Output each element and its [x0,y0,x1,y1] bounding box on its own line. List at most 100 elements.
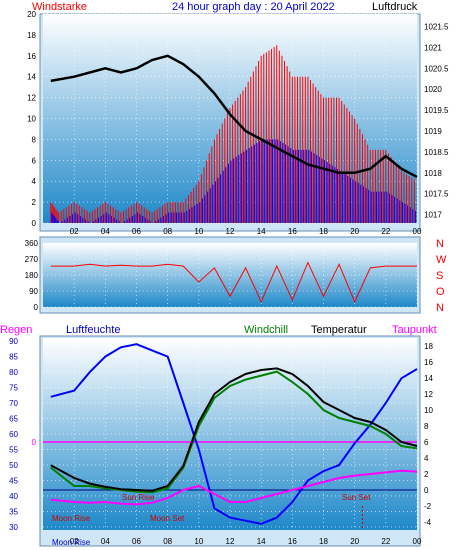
humidity-tick-label: 85 [9,353,18,362]
x-tick-label: 10 [194,537,203,546]
x-tick-label: 16 [288,537,297,546]
humidity-line [50,343,418,525]
moon-set-annotation: Moon Set [150,514,185,523]
humidity-tick-label: 45 [9,476,18,485]
temperature-tick-label: 2 [424,470,429,479]
x-tick-label: 02 [70,537,79,546]
x-tick-label: 18 [319,537,328,546]
humidity-tick-label: 70 [9,399,18,408]
windchill-legend: Windchill [244,324,288,336]
direction-tick-label: 180 [25,271,39,280]
x-tick-label: 18 [319,227,328,236]
sun-set-annotation: Sun Set [342,493,371,502]
y-right-tick-label: 1021.5 [424,23,449,32]
y-right-tick-label: 1018 [424,169,442,178]
sun-rise-annotation: Sun Rise [122,493,155,502]
y-left-tick-label: 10 [27,115,36,124]
direction-tick-label: 360 [25,239,39,248]
x-tick-label: 08 [163,227,172,236]
x-tick-label: 04 [101,227,110,236]
temperature-line [50,367,418,492]
y-left-tick-label: 0 [32,219,37,228]
x-tick-label: 14 [257,227,266,236]
temperature-tick-label: 18 [424,342,433,351]
y-right-tick-label: 1021 [424,43,442,52]
y-right-tick-label: 1018.5 [424,148,449,157]
y-left-tick-label: 16 [27,52,36,61]
dewpoint-line [50,469,418,506]
rain-legend: Regen [0,324,32,336]
y-left-tick-label: 12 [27,94,36,103]
direction-tick-label: 0 [34,303,39,312]
compass-label: N [436,302,444,314]
temperature-tick-label: -2 [424,502,432,511]
x-tick-label: 00 [413,227,422,236]
x-tick-label: 10 [194,227,203,236]
page-title: 24 hour graph day : 20 April 2022 [172,1,335,13]
x-tick-label: 20 [350,227,359,236]
humidity-tick-label: 60 [9,430,18,439]
dewpoint-legend: Taupunkt [392,324,437,336]
y-left-tick-label: 6 [32,156,37,165]
y-left-tick-label: 20 [27,10,36,19]
compass-label: S [436,270,443,282]
temperature-tick-label: 6 [424,438,429,447]
pressure-line [50,54,418,179]
humidity-tick-label: 30 [9,523,18,532]
x-tick-label: 02 [70,227,79,236]
temperature-tick-label: 16 [424,358,433,367]
x-tick-label: 20 [350,537,359,546]
temperature-tick-label: 12 [424,390,433,399]
direction-tick-label: 90 [29,287,38,296]
y-right-tick-label: 1019.5 [424,106,449,115]
humidity-tick-label: 40 [9,492,18,501]
x-tick-label: 06 [132,227,141,236]
x-tick-label: 12 [226,537,235,546]
y-right-tick-label: 1017.5 [424,190,449,199]
y-left-tick-label: 2 [32,198,37,207]
temperature-tick-label: 8 [424,422,429,431]
temperature-tick-label: 0 [424,486,429,495]
humidity-legend: Luftfeuchte [66,324,120,336]
temperature-tick-label: 4 [424,454,429,463]
bottom-moon-rise-label: Moon Rise [52,538,91,547]
x-tick-label: 04 [101,537,110,546]
pressure-label: Luftdruck [372,1,418,13]
moon-rise-annotation: Moon Rise [52,514,91,523]
y-right-tick-label: 1017 [424,211,442,220]
temperature-tick-label: 10 [424,406,433,415]
temperature-tick-label: -4 [424,518,432,527]
x-tick-label: 16 [288,227,297,236]
x-tick-label: 08 [163,537,172,546]
y-left-tick-label: 8 [32,135,37,144]
compass-label: N [436,238,444,250]
x-tick-label: 22 [381,537,390,546]
direction-line [50,261,417,303]
humidity-tick-label: 80 [9,368,18,377]
humidity-tick-label: 55 [9,445,18,454]
y-left-tick-label: 14 [27,73,36,82]
x-tick-label: 00 [413,537,422,546]
compass-label: O [436,286,445,298]
y-right-tick-label: 1020.5 [424,64,449,73]
humidity-tick-label: 50 [9,461,18,470]
y-right-tick-label: 1019 [424,127,442,136]
direction-tick-label: 270 [25,255,39,264]
temperature-tick-label: 14 [424,374,433,383]
x-tick-label: 22 [381,227,390,236]
rain-zero-label: 0 [32,438,37,447]
x-tick-label: 12 [226,227,235,236]
x-tick-label: 14 [257,537,266,546]
humidity-tick-label: 35 [9,507,18,516]
humidity-tick-label: 90 [9,337,18,346]
humidity-tick-label: 65 [9,415,18,424]
compass-label: W [436,254,447,266]
wind-label: Windstarke [32,1,87,13]
humidity-tick-label: 75 [9,384,18,393]
x-tick-label: 06 [132,537,141,546]
y-right-tick-label: 1020 [424,85,442,94]
y-left-tick-label: 18 [27,31,36,40]
y-left-tick-label: 4 [32,177,37,186]
temperature-legend: Temperatur [311,324,367,336]
